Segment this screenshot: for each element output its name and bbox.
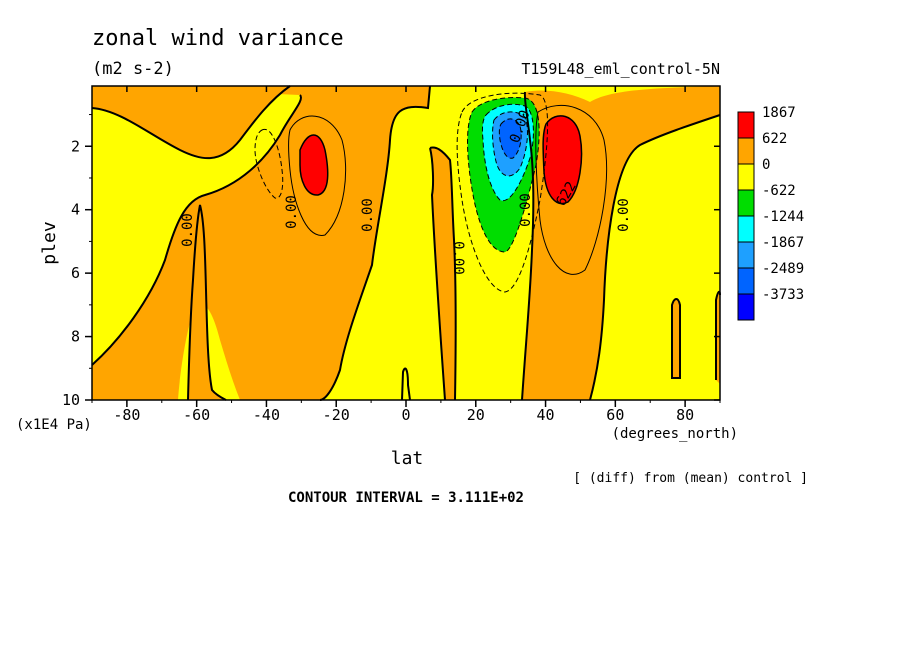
run-label: T159L48_eml_control-5N — [521, 60, 720, 78]
contour-label: 0.00 — [180, 213, 196, 247]
legend-label: -3733 — [762, 287, 804, 303]
zero-contour-north — [589, 114, 721, 401]
y-axis-units: (x1E4 Pa) — [16, 417, 92, 433]
y-tick-label: 2 — [71, 137, 80, 155]
zero-contour-ridge — [319, 85, 431, 401]
legend-swatch — [737, 215, 755, 243]
contour-dashed-south — [254, 128, 284, 199]
legend-swatch — [737, 293, 755, 321]
plot-area: 0.00 0.00 0.00 0.00 0.00 0.00 0.00 622 — [91, 85, 721, 401]
orange-thin-strip-south — [188, 205, 226, 400]
contour-interval: CONTOUR INTERVAL = 3.111E+02 — [288, 490, 524, 506]
zero-contour-tick-center — [401, 367, 411, 401]
x-tick-label: -60 — [183, 406, 210, 424]
y-tick-label: 4 — [71, 201, 80, 219]
x-tick-label: -20 — [323, 406, 350, 424]
legend-label: -622 — [762, 183, 796, 199]
legend-swatch — [737, 137, 755, 165]
x-tick-label: 80 — [676, 406, 694, 424]
x-tick-label: 40 — [537, 406, 555, 424]
color-legend: 1867 622 0 -622 -1244 -1867 -2489 -3733 — [737, 105, 804, 321]
blue-core — [498, 118, 522, 159]
diff-note: [ (diff) from (mean) control ] — [573, 471, 808, 486]
contour-outer-south — [288, 115, 347, 236]
legend-label: -1244 — [762, 209, 804, 225]
contour-outer-north — [535, 104, 608, 275]
contour-label: 0.00 — [450, 241, 466, 275]
zero-contour-main-south — [91, 94, 302, 366]
x-axis-label: lat — [391, 448, 424, 469]
zero-contour-north-inner — [521, 91, 535, 401]
contour-dashed-outer-neg — [456, 92, 549, 293]
zero-contour-south — [91, 85, 291, 160]
contour-label: 0.00 — [518, 193, 534, 227]
zero-contour-strip-north — [671, 298, 681, 379]
y-axis: 2 4 6 8 10 — [62, 114, 720, 409]
legend-label: -1867 — [762, 235, 804, 251]
legend-swatch — [737, 241, 755, 269]
orange-region-center — [430, 147, 456, 400]
zero-contour-thin-strip — [187, 204, 227, 401]
x-tick-label: 0 — [401, 406, 410, 424]
legend-swatch — [737, 267, 755, 295]
x-tick-label: -80 — [113, 406, 140, 424]
chart-units: (m2 s-2) — [92, 59, 174, 79]
zero-contour-center — [429, 146, 457, 401]
legend-label: 1867 — [762, 105, 796, 121]
legend-swatch — [737, 111, 755, 139]
y-tick-label: 8 — [71, 328, 80, 346]
y-tick-label: 10 — [62, 391, 80, 409]
contour-label: 0.00 — [360, 198, 376, 232]
x-tick-label: 20 — [467, 406, 485, 424]
contour-label: 0.00 — [616, 198, 632, 232]
legend-label: -2489 — [762, 261, 804, 277]
orange-patch-west — [92, 86, 290, 159]
contour-label: 0.00 — [284, 195, 300, 229]
y-axis-label: plev — [39, 221, 60, 264]
legend-label: 0 — [762, 157, 770, 173]
legend-label: 622 — [762, 131, 787, 147]
orange-thin-strip-north — [672, 298, 680, 378]
x-axis: -80 -60 -40 -20 0 20 40 60 80 — [91, 86, 721, 424]
legend-swatch — [737, 189, 755, 217]
red-core-south — [299, 134, 329, 196]
y-tick-label: 6 — [71, 264, 80, 282]
legend-swatch — [737, 163, 755, 191]
x-tick-label: 60 — [606, 406, 624, 424]
x-axis-units: (degrees_north) — [612, 426, 738, 442]
x-tick-label: -40 — [253, 406, 280, 424]
chart-title: zonal wind variance — [92, 26, 344, 51]
red-core-north — [542, 115, 583, 205]
